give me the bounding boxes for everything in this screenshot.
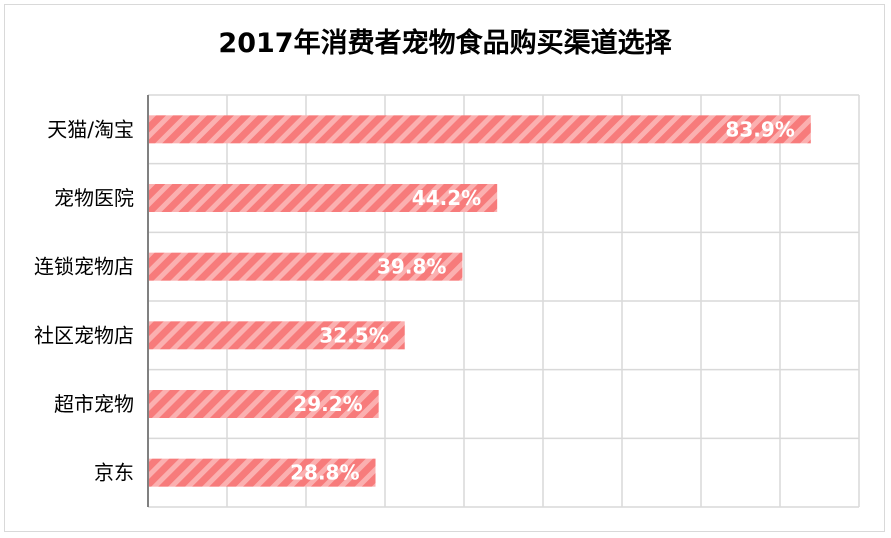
category-label: 超市宠物 [54,392,134,416]
bar [149,252,463,281]
bar [149,184,498,212]
bar [149,390,379,418]
chart-title: 2017年消费者宠物食品购买渠道选择 [218,27,672,59]
data-label: 39.8% [377,255,446,279]
category-label: 社区宠物店 [34,323,134,347]
bar [149,115,811,144]
labels: 天猫/淘宝 83.9% 宠物医院 44.2% 连锁宠物店 39.8% 社区宠物店 32.5% 超… [34,117,795,484]
bar [149,321,405,350]
bars [149,115,811,487]
data-label: 32.5% [319,323,388,347]
data-label: 29.2% [293,392,362,416]
category-label: 宠物医院 [54,186,134,210]
category-label: 京东 [94,461,134,485]
data-label: 83.9% [725,117,794,141]
bar [149,458,376,487]
data-label: 44.2% [412,186,481,210]
data-label: 28.8% [290,461,359,485]
category-label: 连锁宠物店 [34,255,134,279]
category-label: 天猫/淘宝 [47,117,134,141]
grid-lines [147,94,860,508]
